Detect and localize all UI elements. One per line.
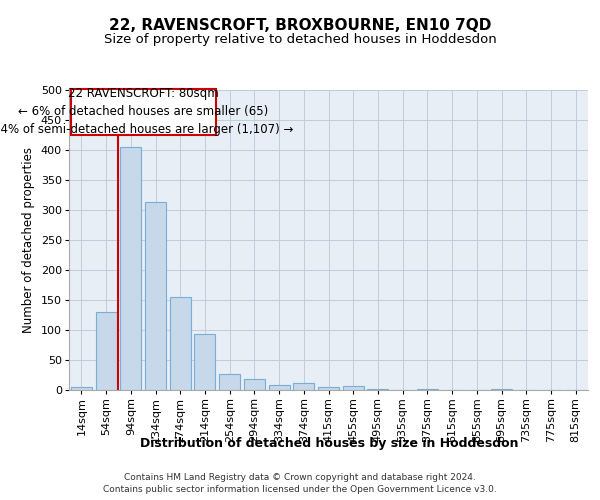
Bar [194,334,215,390]
Text: 22 RAVENSCROFT: 80sqm
← 6% of detached houses are smaller (65)
94% of semi-detac: 22 RAVENSCROFT: 80sqm ← 6% of detached h… [0,88,294,136]
Bar [219,374,240,390]
Text: Contains public sector information licensed under the Open Government Licence v3: Contains public sector information licen… [103,485,497,494]
Text: 22, RAVENSCROFT, BROXBOURNE, EN10 7QD: 22, RAVENSCROFT, BROXBOURNE, EN10 7QD [109,18,491,32]
Y-axis label: Number of detached properties: Number of detached properties [22,147,35,333]
Text: Distribution of detached houses by size in Hoddesdon: Distribution of detached houses by size … [140,438,518,450]
Text: Contains HM Land Registry data © Crown copyright and database right 2024.: Contains HM Land Registry data © Crown c… [124,472,476,482]
Bar [71,89,216,135]
Bar [95,312,116,390]
Bar [417,389,438,390]
Bar [318,387,339,390]
Bar [244,379,265,390]
Bar [293,383,314,390]
Bar [145,202,166,390]
Bar [343,386,364,390]
Bar [170,297,191,390]
Bar [71,387,92,390]
Bar [120,147,141,390]
Bar [269,384,290,390]
Text: Size of property relative to detached houses in Hoddesdon: Size of property relative to detached ho… [104,32,496,46]
